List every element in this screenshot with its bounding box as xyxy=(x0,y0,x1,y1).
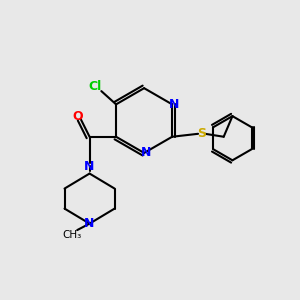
Text: CH₃: CH₃ xyxy=(62,230,82,240)
Text: N: N xyxy=(84,160,95,173)
Text: O: O xyxy=(73,110,83,123)
Text: Cl: Cl xyxy=(89,80,102,93)
Text: N: N xyxy=(168,98,179,111)
Text: N: N xyxy=(140,146,151,159)
Text: S: S xyxy=(197,127,206,140)
Text: N: N xyxy=(84,217,95,230)
